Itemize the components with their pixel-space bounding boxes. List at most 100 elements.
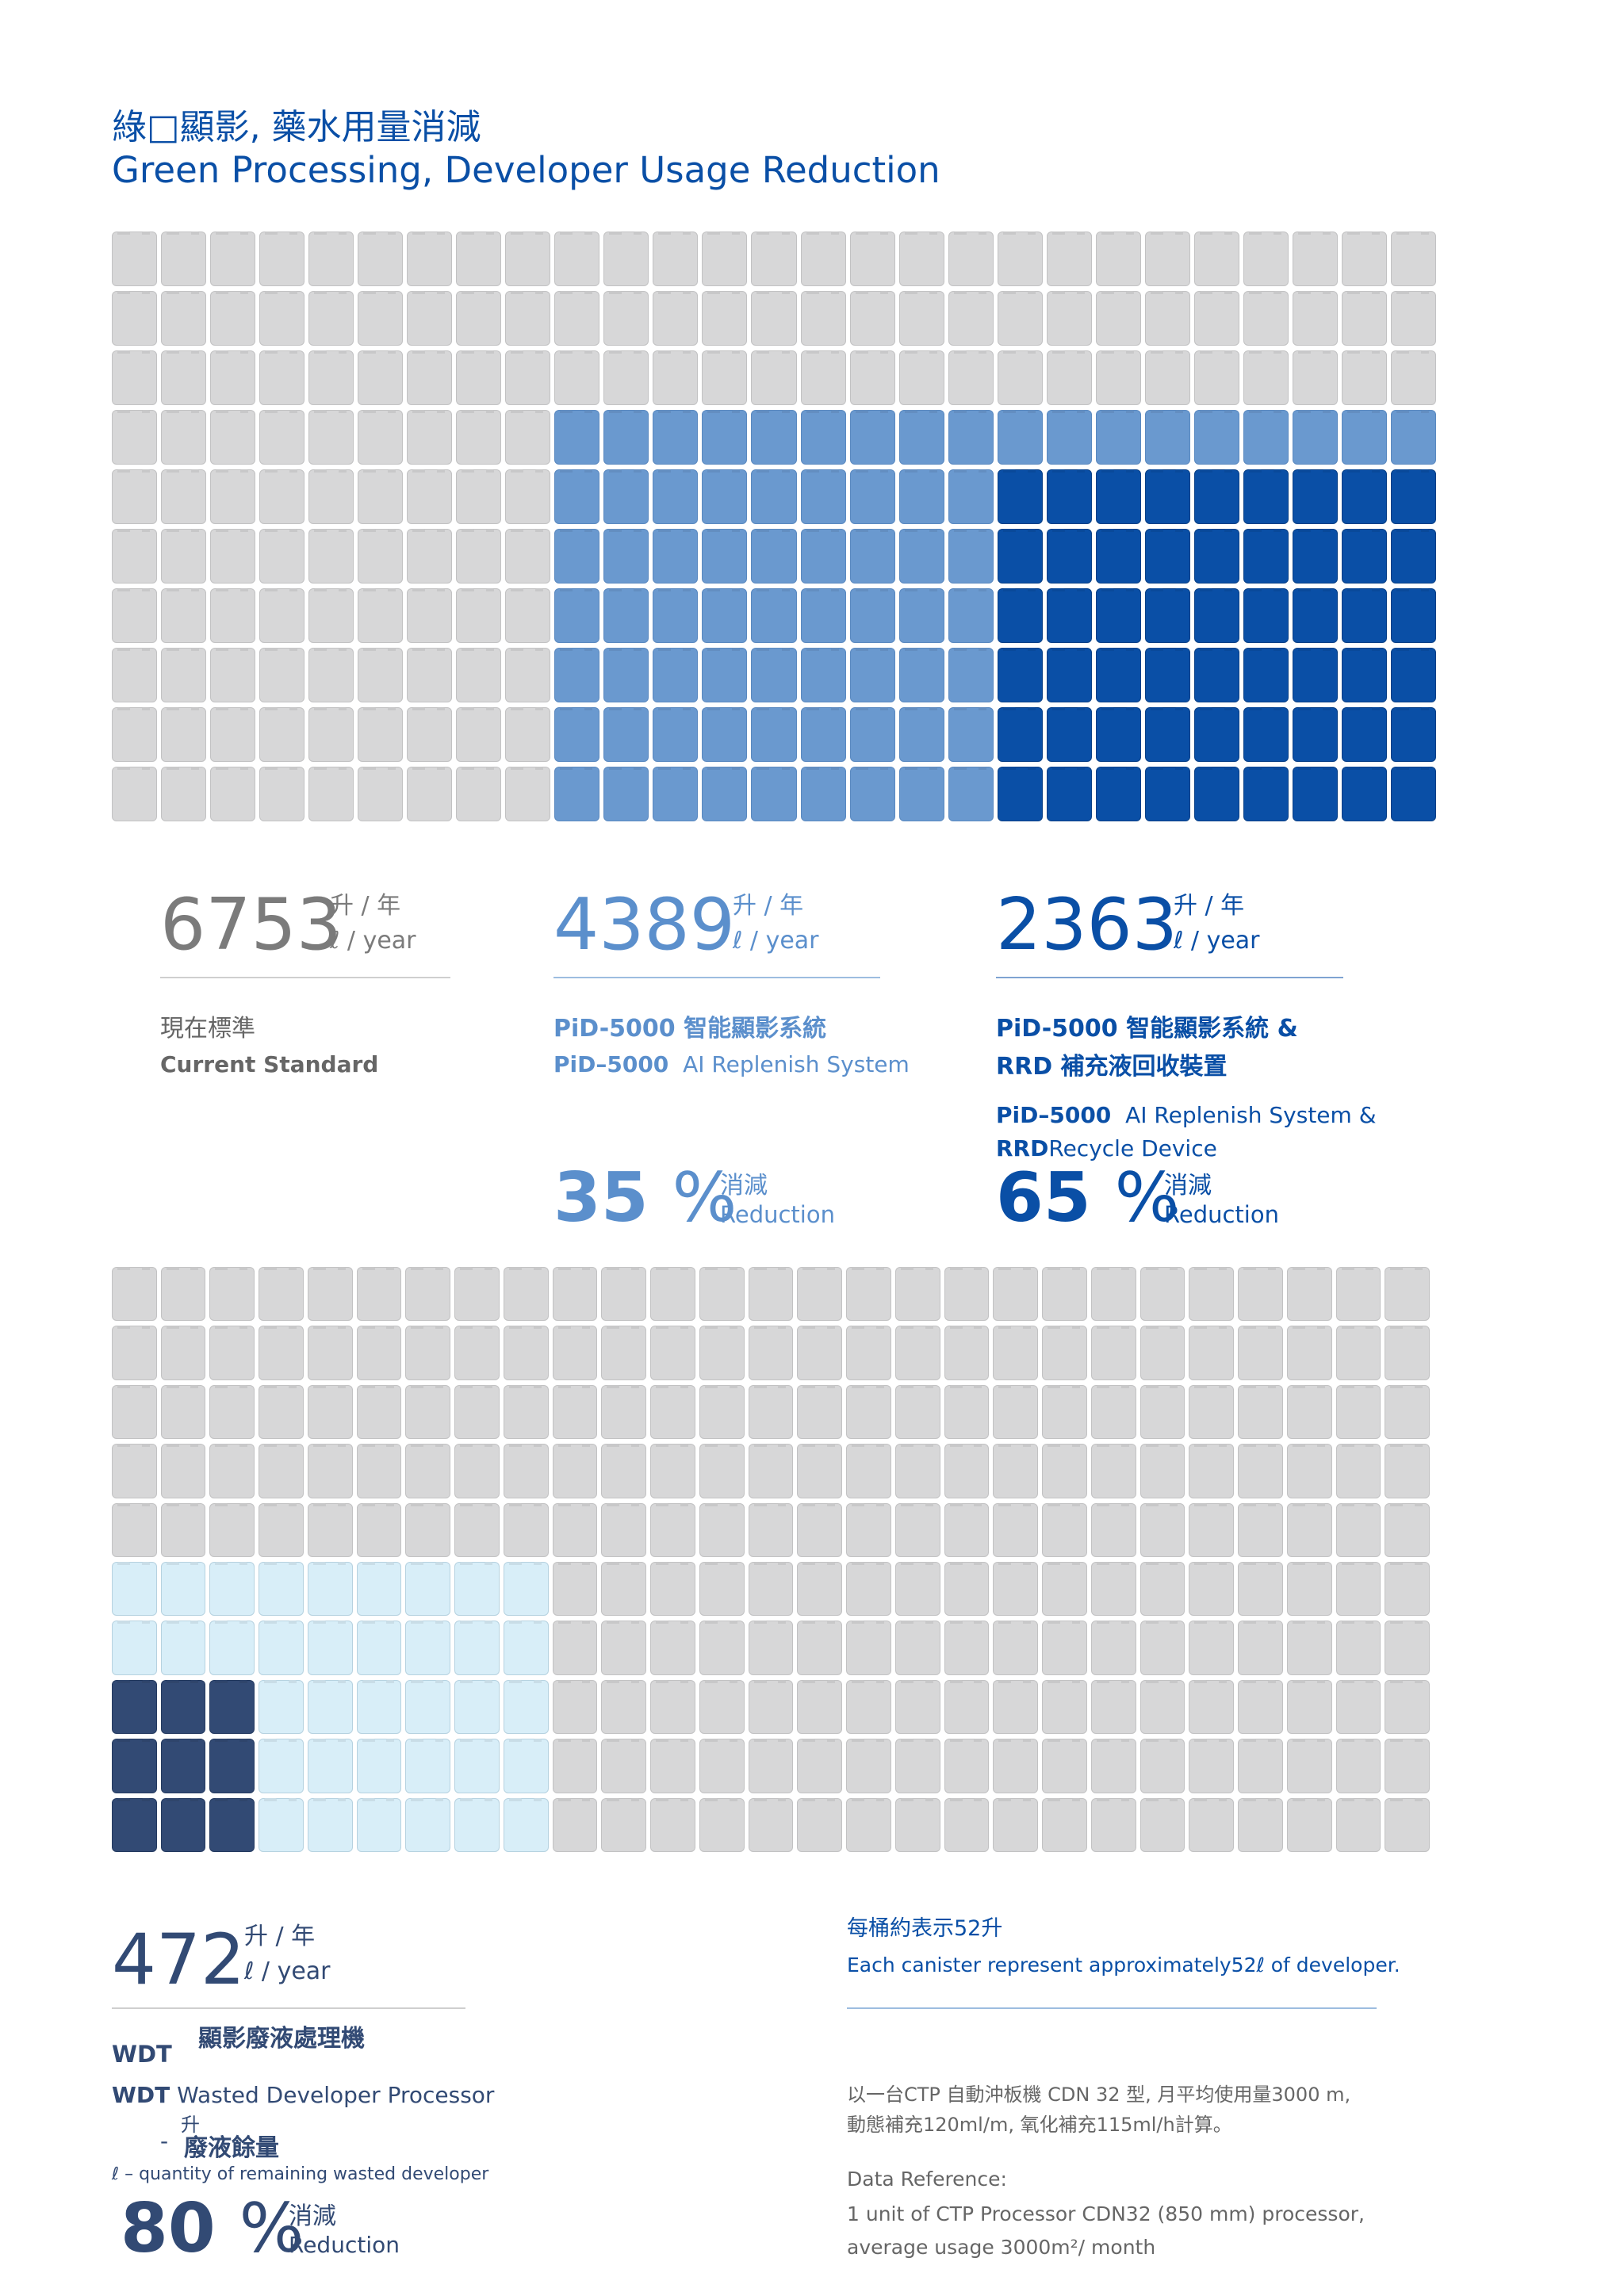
- title-en: Green Processing, Developer Usage Reduct…: [112, 149, 940, 191]
- canister-gray-icon: [1385, 1384, 1430, 1440]
- canister-mid-icon: [653, 588, 699, 643]
- wdt-abbr: WDT: [112, 2041, 172, 2068]
- canister-mid-icon: [849, 707, 895, 762]
- canister-gray-icon: [456, 767, 502, 821]
- canister-gray-icon: [259, 291, 305, 346]
- canister-gray-icon: [849, 350, 895, 405]
- canister-gray-icon: [702, 232, 748, 286]
- canister-gray-icon: [653, 350, 699, 405]
- canister-dark-icon: [1292, 707, 1338, 762]
- canister-dark-icon: [1046, 469, 1092, 524]
- canister-gray-icon: [1335, 1679, 1381, 1735]
- canister-gray-icon: [407, 291, 453, 346]
- canister-gray-icon: [1341, 232, 1387, 286]
- canister-dark-icon: [1390, 529, 1436, 584]
- stat-pid-pct-sign: %: [672, 1158, 737, 1238]
- canister-dark-icon: [1193, 588, 1239, 643]
- canister-gray-icon: [356, 1267, 402, 1322]
- canister-pale-icon: [209, 1562, 255, 1617]
- canister-navy-icon: [160, 1797, 206, 1852]
- stat-pid-label-en-text: AI Replenish System: [683, 1051, 910, 1077]
- canister-mid-icon: [751, 648, 797, 702]
- canister-gray-icon: [1144, 291, 1190, 346]
- canister-gray-icon: [1243, 350, 1289, 405]
- canister-navy-icon: [209, 1797, 255, 1852]
- canister-gray-icon: [797, 1562, 843, 1617]
- canister-gray-icon: [259, 707, 305, 762]
- canister-mid-icon: [800, 767, 846, 821]
- canister-gray-icon: [1042, 1444, 1087, 1498]
- footnote-zh-2: 動態補充120ml/m, 氧化補充115ml/h計算。: [847, 2114, 1232, 2136]
- canister-gray-icon: [358, 529, 404, 584]
- canister-pale-icon: [356, 1621, 402, 1675]
- canister-dark-icon: [1292, 767, 1338, 821]
- canister-dark-icon: [1144, 707, 1190, 762]
- stat-rrd-unit-en: ℓ / year: [1174, 927, 1260, 955]
- canister-dark-icon: [1341, 767, 1387, 821]
- canister-gray-icon: [259, 350, 305, 405]
- title-zh: 綠□顯影, 藥水用量消減: [112, 107, 481, 147]
- canister-gray-icon: [1090, 1502, 1136, 1557]
- canister-gray-icon: [358, 410, 404, 465]
- canister-gray-icon: [1189, 1679, 1235, 1735]
- canister-gray-icon: [210, 648, 256, 702]
- canister-gray-icon: [209, 1502, 255, 1557]
- canister-pale-icon: [307, 1621, 353, 1675]
- canister-gray-icon: [993, 1562, 1039, 1617]
- canister-gray-icon: [993, 1502, 1039, 1557]
- canister-pale-icon: [307, 1562, 353, 1617]
- canister-gray-icon: [603, 350, 649, 405]
- canister-gray-icon: [1341, 291, 1387, 346]
- canister-dark-icon: [1390, 648, 1436, 702]
- canister-gray-icon: [1292, 232, 1338, 286]
- canister-pale-icon: [454, 1621, 500, 1675]
- canister-mid-icon: [800, 707, 846, 762]
- canister-gray-icon: [993, 1384, 1039, 1440]
- canister-gray-icon: [503, 1267, 549, 1322]
- stat-current-label-zh: 現在標準: [160, 1015, 255, 1043]
- canister-dark-icon: [1390, 707, 1436, 762]
- canister-gray-icon: [210, 410, 256, 465]
- footnote-ref-title: Data Reference:: [847, 2168, 1007, 2191]
- canister-gray-icon: [702, 350, 748, 405]
- canister-gray-icon: [997, 232, 1043, 286]
- canister-gray-icon: [751, 291, 797, 346]
- canister-dark-icon: [1193, 469, 1239, 524]
- canister-gray-icon: [1090, 1326, 1136, 1380]
- canister-gray-icon: [1139, 1739, 1185, 1793]
- canister-gray-icon: [944, 1384, 990, 1440]
- canister-pale-icon: [503, 1679, 549, 1735]
- canister-dark-icon: [1095, 707, 1141, 762]
- canister-gray-icon: [210, 588, 256, 643]
- canister-gray-icon: [653, 232, 699, 286]
- canister-gray-icon: [112, 1502, 157, 1557]
- canister-gray-icon: [259, 1267, 304, 1322]
- canister-gray-icon: [702, 291, 748, 346]
- canister-gray-icon: [1243, 232, 1289, 286]
- canister-gray-icon: [1238, 1326, 1283, 1380]
- canister-gray-icon: [797, 1384, 843, 1440]
- canister-mid-icon: [751, 707, 797, 762]
- canister-pale-icon: [405, 1562, 451, 1617]
- canister-gray-icon: [307, 1326, 353, 1380]
- canister-gray-icon: [1286, 1444, 1332, 1498]
- canister-mid-icon: [702, 648, 748, 702]
- canister-mid-icon: [898, 529, 944, 584]
- canister-gray-icon: [1335, 1326, 1381, 1380]
- canister-gray-icon: [1335, 1562, 1381, 1617]
- canister-gray-icon: [846, 1444, 891, 1498]
- canister-pale-icon: [259, 1621, 304, 1675]
- canister-gray-icon: [993, 1621, 1039, 1675]
- canister-gray-icon: [650, 1384, 695, 1440]
- canister-pale-icon: [356, 1797, 402, 1852]
- stat-current-unit-zh: 升 / 年: [330, 892, 401, 920]
- canister-gray-icon: [407, 648, 453, 702]
- canister-gray-icon: [552, 1502, 598, 1557]
- stat-pid-rule: [553, 977, 880, 978]
- canister-dark-icon: [1341, 469, 1387, 524]
- canister-gray-icon: [112, 588, 158, 643]
- canister-gray-icon: [1385, 1621, 1430, 1675]
- canister-gray-icon: [699, 1739, 745, 1793]
- wdt-pct-zh: 消減: [289, 2202, 336, 2230]
- canister-gray-icon: [1238, 1621, 1283, 1675]
